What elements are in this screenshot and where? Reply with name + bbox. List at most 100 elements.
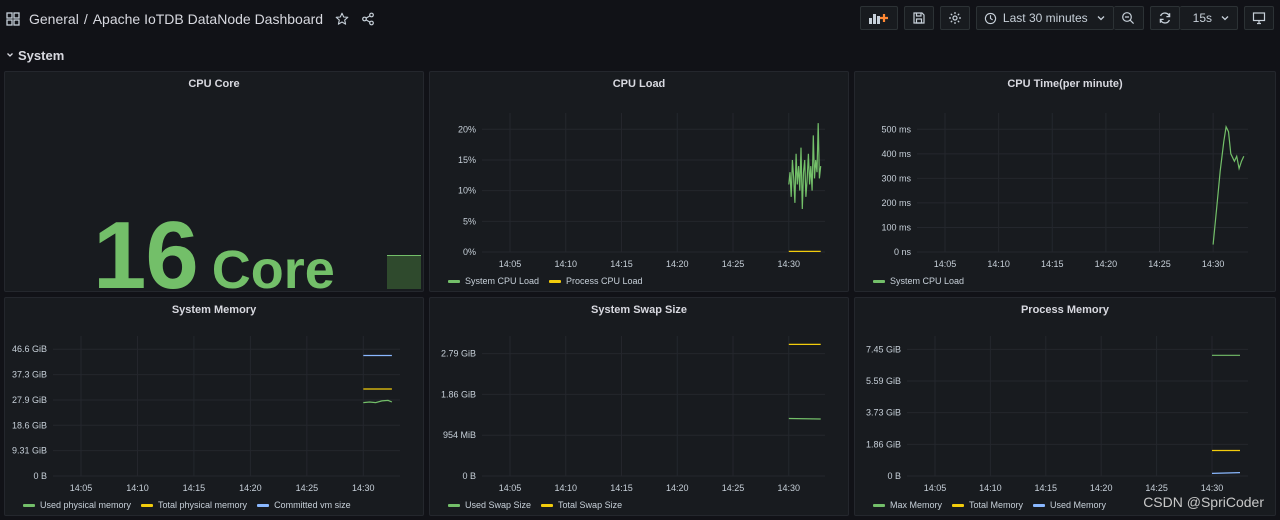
chart-legend: System CPU Load Process CPU Load bbox=[448, 276, 643, 286]
monitor-icon bbox=[1252, 12, 1266, 25]
panel-system-memory[interactable]: System Memory 0 B 9.31 GiB 18.6 GiB 27.9 Gi… bbox=[4, 297, 424, 516]
x-tick-label: 14:05 bbox=[499, 259, 522, 269]
dashboard-title[interactable]: Apache IoTDB DataNode Dashboard bbox=[92, 11, 324, 27]
add-panel-button[interactable] bbox=[859, 6, 898, 30]
x-tick-label: 14:30 bbox=[352, 483, 375, 493]
y-tick-label: 0 B bbox=[462, 471, 476, 481]
legend-item[interactable]: Used Memory bbox=[1033, 500, 1106, 510]
share-icon[interactable] bbox=[361, 12, 375, 26]
panel-title: CPU Core bbox=[188, 78, 240, 90]
legend-item[interactable]: Total physical memory bbox=[141, 500, 247, 510]
y-tick-label: 0% bbox=[463, 247, 476, 257]
y-tick-label: 18.6 GiB bbox=[12, 420, 47, 430]
legend-item[interactable]: Max Memory bbox=[873, 500, 942, 510]
refresh-icon bbox=[1159, 12, 1170, 24]
row-header-system[interactable]: System bbox=[6, 46, 64, 64]
save-icon bbox=[913, 12, 925, 24]
clock-icon bbox=[984, 12, 997, 24]
y-tick-label: 27.9 GiB bbox=[12, 395, 47, 405]
y-tick-label: 200 ms bbox=[881, 198, 911, 208]
top-nav-bar: General / Apache IoTDB DataNode Dashboar… bbox=[0, 0, 1280, 38]
x-tick-label: 14:15 bbox=[610, 259, 633, 269]
x-tick-label: 14:30 bbox=[1202, 259, 1225, 269]
x-tick-label: 14:10 bbox=[126, 483, 149, 493]
x-tick-label: 14:15 bbox=[183, 483, 206, 493]
time-range-picker[interactable]: Last 30 minutes bbox=[975, 6, 1114, 30]
chart-legend: Used Swap Size Total Swap Size bbox=[448, 500, 622, 510]
y-tick-label: 7.45 GiB bbox=[866, 344, 901, 354]
y-tick-label: 300 ms bbox=[881, 173, 911, 183]
stat-number: 16 bbox=[93, 202, 199, 292]
panel-cpu-load[interactable]: CPU Load 0% 5% 10% 15% 20% 14:05 14:10 14:15 14:… bbox=[429, 71, 849, 292]
x-tick-label: 14:20 bbox=[666, 483, 689, 493]
apps-grid-icon[interactable] bbox=[6, 12, 20, 26]
y-tick-label: 1.86 GiB bbox=[866, 439, 901, 449]
x-tick-label: 14:20 bbox=[239, 483, 262, 493]
y-tick-label: 37.3 GiB bbox=[12, 370, 47, 380]
chart-system-swap-size: 0 B 954 MiB 1.86 GiB 2.79 GiB 14:05 14:10 14:1… bbox=[441, 336, 825, 493]
save-dashboard-button[interactable] bbox=[903, 6, 934, 30]
panel-cpu-core[interactable]: CPU Core 16 Core bbox=[4, 71, 424, 292]
y-tick-label: 954 MiB bbox=[443, 430, 476, 440]
chart-legend: System CPU Load bbox=[873, 276, 964, 286]
breadcrumb-folder[interactable]: General bbox=[29, 11, 79, 27]
x-tick-label: 14:25 bbox=[722, 259, 745, 269]
y-tick-label: 20% bbox=[458, 124, 476, 134]
x-tick-label: 14:20 bbox=[1095, 259, 1118, 269]
chevron-down-icon bbox=[1221, 16, 1229, 21]
panel-system-swap-size[interactable]: System Swap Size 0 B 954 MiB 1.86 GiB 2.79 … bbox=[429, 297, 849, 516]
row-title: System bbox=[18, 47, 65, 63]
y-tick-label: 0 B bbox=[33, 471, 47, 481]
legend-item[interactable]: System CPU Load bbox=[448, 276, 539, 286]
panel-process-memory[interactable]: Process Memory 0 B 1.86 GiB 3.73 GiB 5.59 G… bbox=[854, 297, 1276, 516]
refresh-button[interactable] bbox=[1149, 6, 1180, 30]
time-controls: Last 30 minutes bbox=[975, 6, 1144, 30]
series-line bbox=[788, 123, 822, 210]
x-tick-label: 14:25 bbox=[1145, 483, 1168, 493]
tv-mode-button[interactable] bbox=[1244, 6, 1274, 30]
chart-cpu-load: 0% 5% 10% 15% 20% 14:05 14:10 14:15 14:20 14:25 14… bbox=[458, 113, 825, 269]
panel-cpu-time[interactable]: CPU Time(per minute) 0 ns 100 ms 200 ms 300… bbox=[854, 71, 1276, 292]
chart-system-memory: 0 B 9.31 GiB 18.6 GiB 27.9 GiB 37.3 GiB 46.6 … bbox=[12, 336, 400, 493]
x-tick-label: 14:15 bbox=[1041, 259, 1064, 269]
stat-value: 16 Core bbox=[93, 208, 335, 292]
legend-item[interactable]: Process CPU Load bbox=[549, 276, 643, 286]
y-tick-label: 500 ms bbox=[881, 124, 911, 134]
y-tick-label: 1.86 GiB bbox=[441, 389, 476, 399]
zoom-out-icon bbox=[1122, 12, 1135, 25]
legend-item[interactable]: Committed vm size bbox=[257, 500, 351, 510]
zoom-out-button[interactable] bbox=[1113, 6, 1144, 30]
chevron-down-icon bbox=[1097, 16, 1105, 21]
chevron-down-icon bbox=[7, 53, 13, 57]
y-tick-label: 0 B bbox=[887, 471, 901, 481]
legend-item[interactable]: Used Swap Size bbox=[448, 500, 531, 510]
legend-item[interactable]: Total Swap Size bbox=[541, 500, 622, 510]
dashboard-settings-button[interactable] bbox=[939, 6, 970, 30]
y-tick-label: 46.6 GiB bbox=[12, 344, 47, 354]
y-tick-label: 2.79 GiB bbox=[441, 349, 476, 359]
series-line bbox=[1212, 124, 1245, 245]
stat-sparkline bbox=[387, 255, 421, 289]
watermark: CSDN @SpriCoder bbox=[1143, 494, 1264, 510]
legend-item[interactable]: System CPU Load bbox=[873, 276, 964, 286]
x-tick-label: 14:25 bbox=[296, 483, 319, 493]
y-tick-label: 15% bbox=[458, 155, 476, 165]
series-line bbox=[1211, 472, 1241, 474]
x-tick-label: 14:30 bbox=[1201, 483, 1224, 493]
legend-item[interactable]: Used physical memory bbox=[23, 500, 131, 510]
x-tick-label: 14:30 bbox=[777, 483, 800, 493]
refresh-interval-picker[interactable]: 15s bbox=[1179, 6, 1238, 30]
y-tick-label: 0 ns bbox=[894, 247, 912, 257]
refresh-interval-label: 15s bbox=[1192, 11, 1212, 25]
x-tick-label: 14:25 bbox=[1148, 259, 1171, 269]
legend-item[interactable]: Total Memory bbox=[952, 500, 1023, 510]
series-line bbox=[788, 417, 821, 420]
stat-unit: Core bbox=[211, 240, 335, 292]
x-tick-label: 14:15 bbox=[1035, 483, 1058, 493]
y-tick-label: 9.31 GiB bbox=[12, 446, 47, 456]
y-tick-label: 10% bbox=[458, 186, 476, 196]
series-line bbox=[363, 399, 393, 404]
star-icon[interactable] bbox=[335, 12, 349, 26]
panel-title: CPU Load bbox=[612, 78, 666, 90]
x-tick-label: 14:05 bbox=[934, 259, 957, 269]
